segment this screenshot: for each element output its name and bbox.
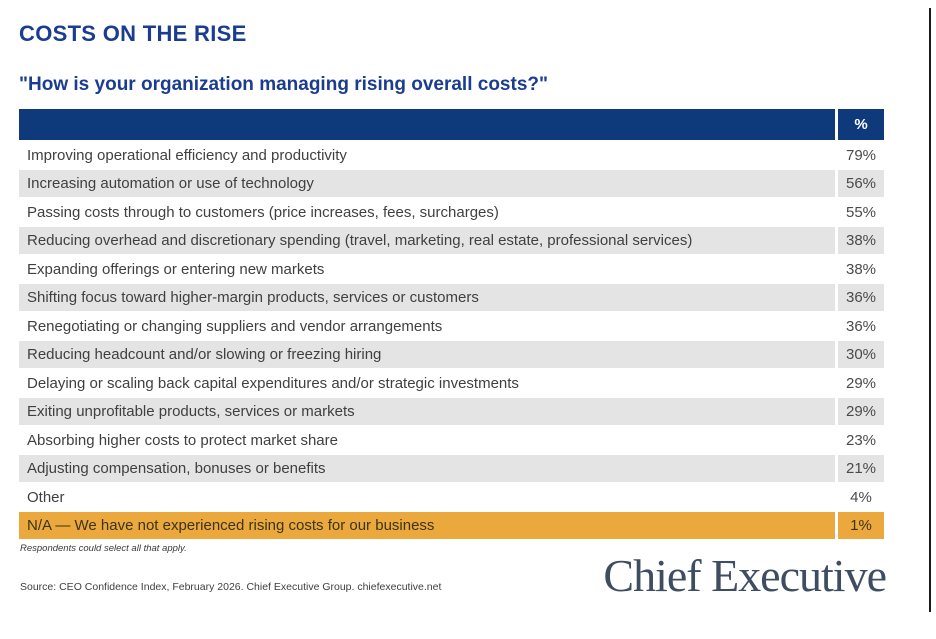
row-value: 55% xyxy=(838,198,884,226)
infographic: COSTS ON THE RISE "How is your organizat… xyxy=(19,21,884,539)
row-label: Improving operational efficiency and pro… xyxy=(19,141,835,169)
row-label: Absorbing higher costs to protect market… xyxy=(19,426,835,454)
column-divider xyxy=(835,341,838,368)
row-label: Reducing overhead and discretionary spen… xyxy=(19,227,835,254)
row-value: 56% xyxy=(838,170,884,197)
table-row: Exiting unprofitable products, services … xyxy=(19,398,884,425)
row-label: Reducing headcount and/or slowing or fre… xyxy=(19,341,835,368)
row-label: Renegotiating or changing suppliers and … xyxy=(19,312,835,340)
column-divider xyxy=(835,255,838,283)
row-label: Increasing automation or use of technolo… xyxy=(19,170,835,197)
column-divider xyxy=(835,284,838,311)
row-value: 79% xyxy=(838,141,884,169)
row-label: Other xyxy=(19,483,835,511)
table-row: Adjusting compensation, bonuses or benef… xyxy=(19,455,884,482)
table-row: Reducing headcount and/or slowing or fre… xyxy=(19,341,884,368)
header-label-cell xyxy=(19,109,835,140)
column-divider xyxy=(835,455,838,482)
row-value: 29% xyxy=(838,398,884,425)
column-divider xyxy=(835,426,838,454)
table-row: N/A — We have not experienced rising cos… xyxy=(19,512,884,539)
column-divider xyxy=(835,141,838,169)
table-row: Other 4% xyxy=(19,483,884,511)
row-value: 1% xyxy=(838,512,884,539)
table-row: Reducing overhead and discretionary spen… xyxy=(19,227,884,254)
row-label: Delaying or scaling back capital expendi… xyxy=(19,369,835,397)
table-row: Passing costs through to customers (pric… xyxy=(19,198,884,226)
table-row: Renegotiating or changing suppliers and … xyxy=(19,312,884,340)
row-value: 36% xyxy=(838,284,884,311)
column-divider xyxy=(835,312,838,340)
column-divider xyxy=(835,369,838,397)
page-title: COSTS ON THE RISE xyxy=(19,21,247,46)
row-value: 29% xyxy=(838,369,884,397)
row-value: 4% xyxy=(838,483,884,511)
table-row: Improving operational efficiency and pro… xyxy=(19,141,884,169)
row-value: 21% xyxy=(838,455,884,482)
column-divider xyxy=(835,512,838,539)
table-row: Shifting focus toward higher-margin prod… xyxy=(19,284,884,311)
row-label: Expanding offerings or entering new mark… xyxy=(19,255,835,283)
table-row: Delaying or scaling back capital expendi… xyxy=(19,369,884,397)
column-divider xyxy=(835,227,838,254)
results-table: % Improving operational efficiency and p… xyxy=(19,109,884,539)
row-label: Adjusting compensation, bonuses or benef… xyxy=(19,455,835,482)
row-value: 30% xyxy=(838,341,884,368)
percent-header: % xyxy=(838,109,884,140)
row-label: Exiting unprofitable products, services … xyxy=(19,398,835,425)
column-divider xyxy=(835,483,838,511)
image-right-border xyxy=(929,8,931,612)
column-divider xyxy=(835,109,838,140)
row-label: Passing costs through to customers (pric… xyxy=(19,198,835,226)
column-divider xyxy=(835,398,838,425)
table-body: Improving operational efficiency and pro… xyxy=(19,141,884,539)
table-row: Absorbing higher costs to protect market… xyxy=(19,426,884,454)
row-label: N/A — We have not experienced rising cos… xyxy=(19,512,835,539)
row-value: 38% xyxy=(838,255,884,283)
table-row: Increasing automation or use of technolo… xyxy=(19,170,884,197)
row-value: 38% xyxy=(838,227,884,254)
source-text: Source: CEO Confidence Index, February 2… xyxy=(20,581,442,593)
column-divider xyxy=(835,170,838,197)
column-divider xyxy=(835,198,838,226)
table-row: Expanding offerings or entering new mark… xyxy=(19,255,884,283)
footnote: Respondents could select all that apply. xyxy=(20,543,187,554)
publisher-logo: Chief Executive xyxy=(603,550,887,601)
survey-question: "How is your organization managing risin… xyxy=(19,74,548,95)
row-value: 36% xyxy=(838,312,884,340)
table-header-row: % xyxy=(19,109,884,140)
row-value: 23% xyxy=(838,426,884,454)
row-label: Shifting focus toward higher-margin prod… xyxy=(19,284,835,311)
